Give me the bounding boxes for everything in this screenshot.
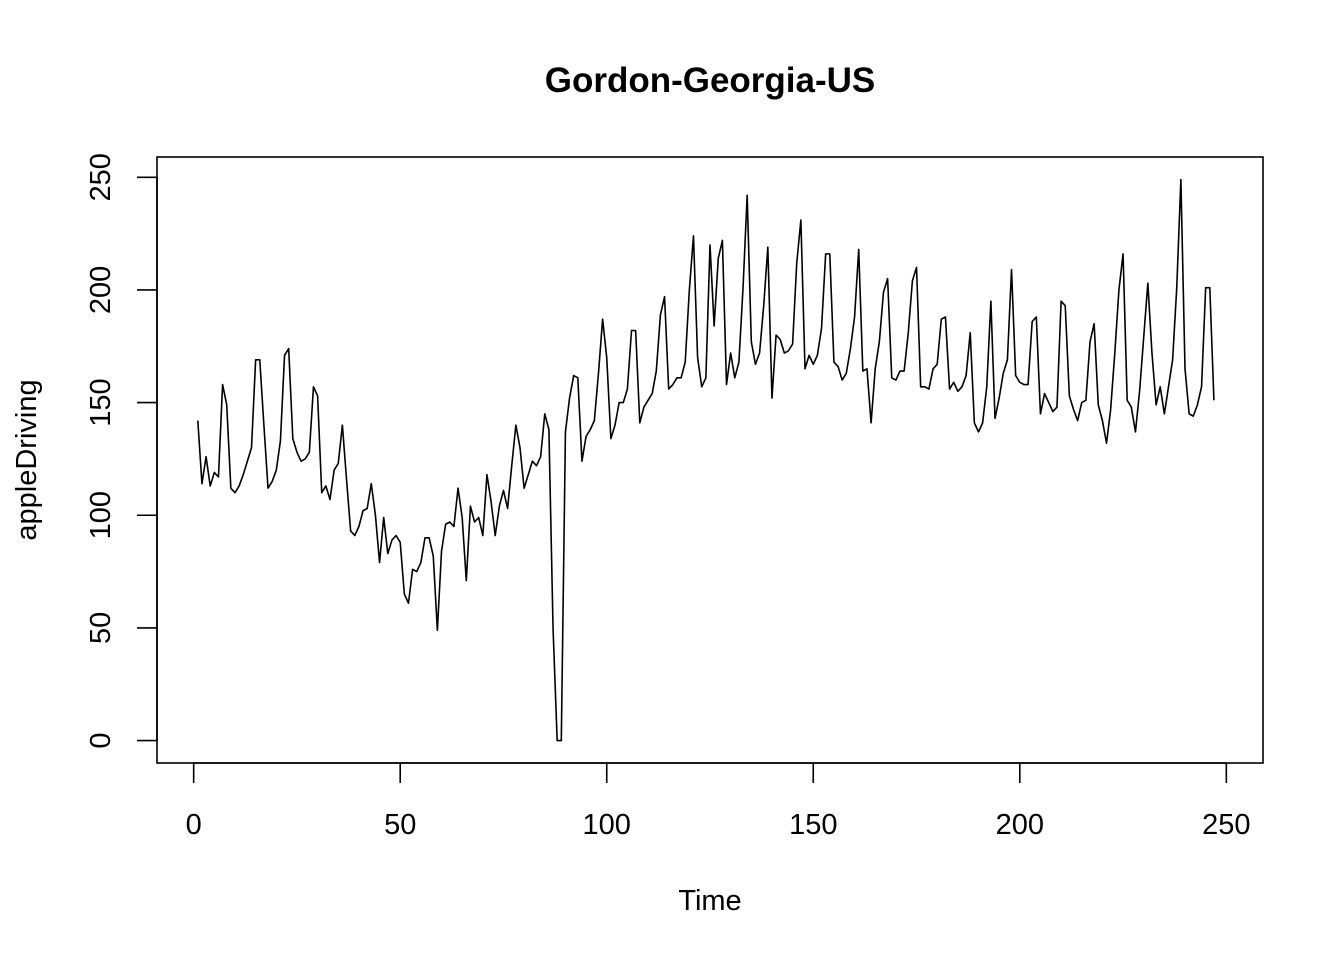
y-tick-label: 250 (85, 153, 117, 201)
chart-title: Gordon-Georgia-US (545, 61, 876, 100)
x-axis-label: Time (678, 885, 741, 917)
y-tick-label: 50 (85, 612, 117, 644)
x-tick-label: 250 (1202, 809, 1250, 841)
x-tick-label: 150 (789, 809, 837, 841)
x-tick-label: 200 (996, 809, 1044, 841)
x-tick-label: 100 (583, 809, 631, 841)
y-tick-label: 150 (85, 378, 117, 426)
y-axis-label: appleDriving (11, 379, 43, 540)
x-tick-label: 0 (186, 809, 202, 841)
series-line (197, 178, 1215, 742)
y-tick-label: 200 (85, 266, 117, 314)
x-axis: 0 50 100 150 200 250 (186, 762, 1251, 841)
y-tick-label: 0 (85, 732, 117, 748)
x-tick-label: 50 (384, 809, 416, 841)
y-axis: 0 50 100 150 200 250 (85, 153, 158, 749)
y-tick-label: 100 (85, 491, 117, 539)
